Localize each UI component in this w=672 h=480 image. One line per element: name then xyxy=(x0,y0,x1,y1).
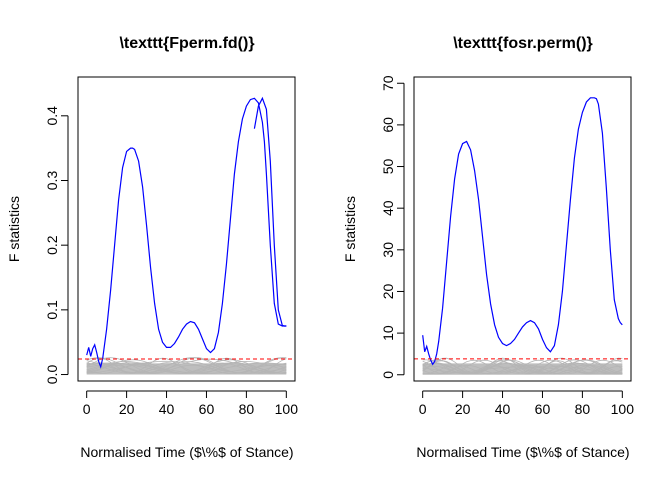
x-tick-label: 40 xyxy=(159,401,175,417)
chart-title: \texttt{Fperm.fd()} xyxy=(119,35,254,52)
permutation-curve xyxy=(86,361,287,374)
x-tick-label: 0 xyxy=(83,401,91,417)
x-tick-label: 40 xyxy=(495,401,511,417)
y-tick-label: 0.2 xyxy=(44,235,60,255)
y-axis-label: F statistics xyxy=(6,196,22,262)
permutation-curve xyxy=(422,362,623,375)
y-axis-label: F statistics xyxy=(342,196,358,262)
x-tick-label: 20 xyxy=(119,401,135,417)
series-line-observed xyxy=(422,97,623,366)
y-tick-label: 0.3 xyxy=(44,171,60,191)
y-tick-label: 30 xyxy=(380,242,396,258)
permutation-curves xyxy=(86,357,287,375)
x-tick-label: 60 xyxy=(199,401,215,417)
series-line-observed xyxy=(86,97,287,369)
x-tick-label: 100 xyxy=(611,401,635,417)
panel-fperm-fd: \texttt{Fperm.fd()} 0 20 40 60 80 100 0.00.10… xyxy=(6,35,298,460)
x-tick-label: 60 xyxy=(535,401,551,417)
y-tick-label: 0.4 xyxy=(44,106,60,126)
permutation-curves xyxy=(422,357,623,375)
y-tick-label: 40 xyxy=(380,200,396,216)
x-tick-label: 0 xyxy=(419,401,427,417)
x-tick-label: 100 xyxy=(275,401,299,417)
x-axis-label: Normalised Time ($\%$ of Stance) xyxy=(416,444,629,460)
permutation-curve xyxy=(86,360,287,374)
permutation-curve xyxy=(422,365,623,375)
permutation-curve xyxy=(422,360,623,374)
permutation-curve xyxy=(86,357,287,374)
y-tick-label: 0.0 xyxy=(44,365,60,385)
chart-title: \texttt{fosr.perm()} xyxy=(453,35,593,52)
x-axis-label: Normalised Time ($\%$ of Stance) xyxy=(80,444,293,460)
y-tick-label: 50 xyxy=(380,159,396,175)
y-tick-label: 0 xyxy=(380,371,396,379)
series-group xyxy=(86,96,287,369)
permutation-curve xyxy=(422,365,623,375)
permutation-curve xyxy=(86,360,287,374)
y-tick-label: 10 xyxy=(380,325,396,341)
plot-frame xyxy=(77,76,296,382)
series-group xyxy=(422,97,623,366)
permutation-curve xyxy=(422,364,623,375)
series-line-observed-overlay xyxy=(253,96,287,327)
permutation-curve xyxy=(422,359,623,374)
x-axis: 0 20 40 60 80 100 xyxy=(419,390,635,417)
y-axis: 0.0 0.1 0.2 0.3 0.4 xyxy=(44,106,69,385)
y-tick-label: 60 xyxy=(380,117,396,133)
y-tick-label: 70 xyxy=(380,75,396,91)
x-tick-label: 80 xyxy=(575,401,591,417)
x-tick-label: 80 xyxy=(239,401,255,417)
x-tick-label: 20 xyxy=(455,401,471,417)
y-tick-label: 20 xyxy=(380,284,396,300)
x-axis: 0 20 40 60 80 100 xyxy=(83,390,299,417)
y-axis: 0 10 20 30 40 50 60 70 xyxy=(380,75,405,379)
panel-fosr-perm: \texttt{fosr.perm()} 0 20 40 60 80 100 0 10 20 3… xyxy=(342,35,634,460)
plot-frame xyxy=(413,76,632,382)
y-tick-label: 0.1 xyxy=(44,300,60,320)
